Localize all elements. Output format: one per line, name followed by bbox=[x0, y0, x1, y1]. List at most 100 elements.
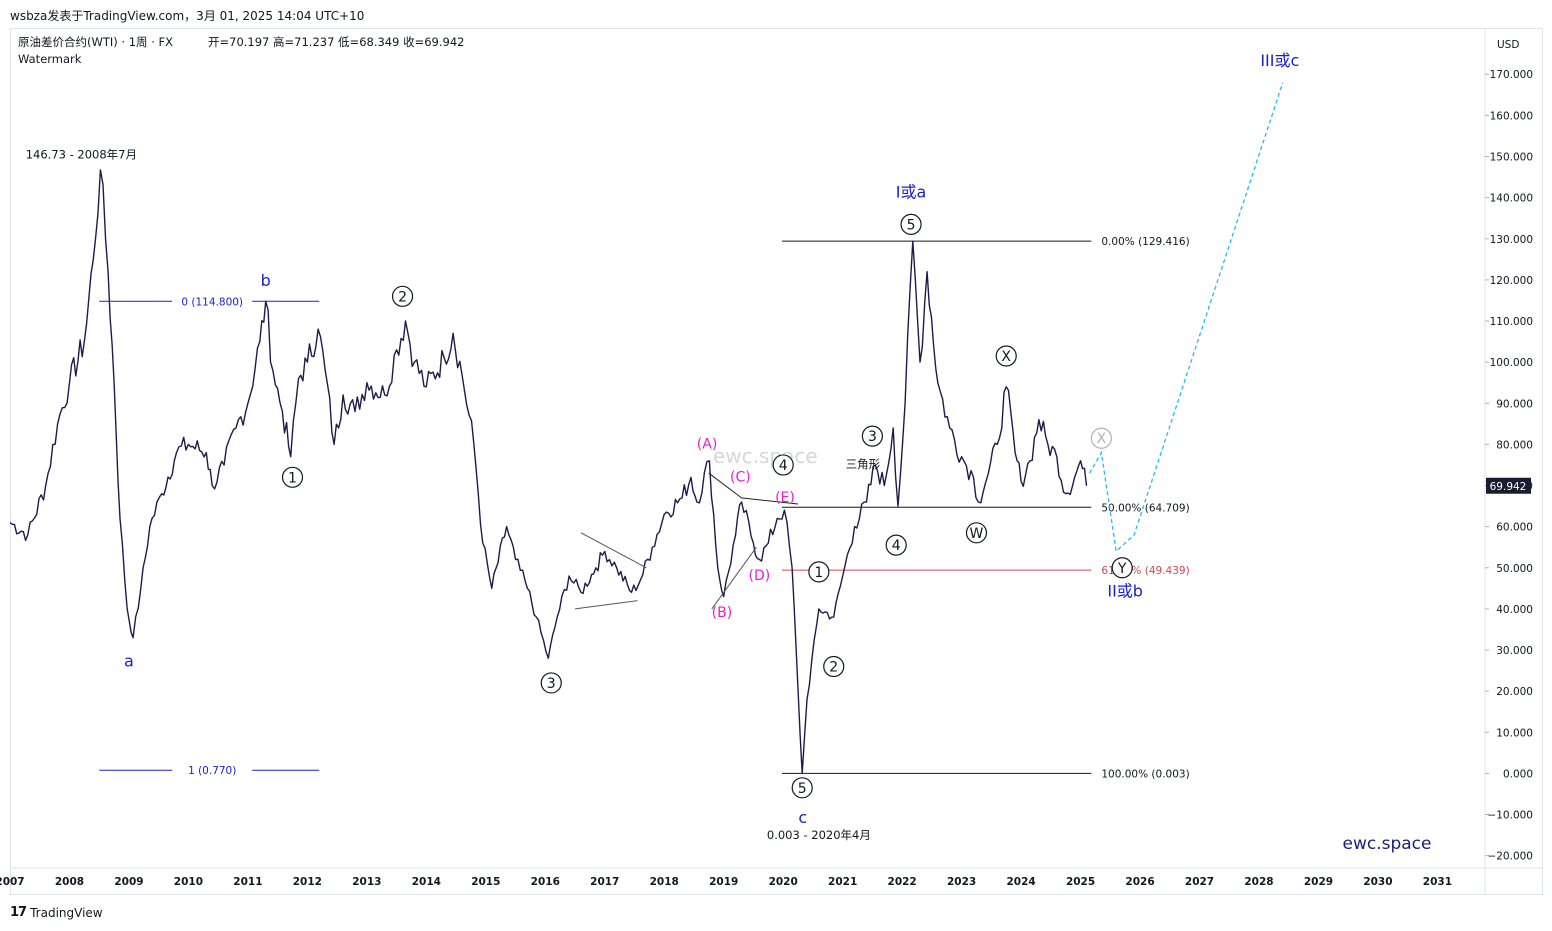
wave-count-2: 2 bbox=[829, 659, 838, 675]
y-tick-label: 150.000 bbox=[1490, 151, 1533, 163]
last-price-badge bbox=[1486, 477, 1531, 494]
wave-count-3: 3 bbox=[868, 429, 877, 445]
x-tick-label: 2011 bbox=[233, 876, 262, 888]
x-tick-label: 2029 bbox=[1304, 876, 1333, 888]
x-tick-label: 2009 bbox=[114, 876, 143, 888]
x-tick-label: 2024 bbox=[1006, 876, 1035, 888]
publisher-text: wsbza发表于TradingView.com，3月 01, 2025 14:0… bbox=[10, 9, 365, 23]
y-tick-label: 80.000 bbox=[1496, 439, 1533, 451]
wave-count-X-circle bbox=[995, 345, 1017, 367]
fib-left-label-bg bbox=[172, 294, 253, 309]
y-tick-label: 90.000 bbox=[1496, 398, 1533, 410]
wave-count-2-circle bbox=[391, 285, 414, 307]
fib-left-label: 0 (114.800) bbox=[181, 296, 243, 308]
x-tick-label: 2017 bbox=[590, 876, 619, 888]
y-tick-label: 60.000 bbox=[1496, 522, 1533, 534]
fib-level-label: 100.00% (0.003) bbox=[1101, 768, 1189, 780]
fib-level-label: 50.00% (64.709) bbox=[1101, 502, 1189, 514]
brand-text: ewc.space bbox=[1343, 834, 1432, 854]
wave-label-a: a bbox=[124, 651, 134, 670]
triangle-lower-line bbox=[574, 600, 638, 610]
publisher-bar: wsbza发表于TradingView.com，3月 01, 2025 14:0… bbox=[0, 0, 1552, 28]
wave-count-3-circle bbox=[861, 425, 883, 447]
x-tick-label: 2014 bbox=[412, 876, 441, 888]
triangle-wave-C: (C) bbox=[730, 469, 751, 485]
wave-count-1-circle bbox=[281, 466, 304, 488]
y-tick-label: 10.000 bbox=[1496, 727, 1533, 739]
wave-count-W-circle bbox=[965, 522, 988, 544]
wave-label-II: II或b bbox=[1107, 582, 1143, 601]
legend-watermark: Watermark bbox=[18, 52, 82, 66]
x-tick-label: 2022 bbox=[888, 876, 917, 888]
x-tick-label: 2023 bbox=[947, 876, 976, 888]
wave-count-3: 3 bbox=[547, 676, 556, 692]
tradingview-footer[interactable]: 17 TradingView bbox=[10, 905, 103, 920]
wave-count-2-circle bbox=[823, 655, 845, 678]
y-tick-label: −10.000 bbox=[1487, 810, 1533, 822]
wave-count-4-circle bbox=[885, 534, 907, 556]
wave-count-4-circle bbox=[772, 454, 794, 476]
fib-left-label: 1 (0.770) bbox=[188, 765, 236, 777]
wave-count-5-circle bbox=[791, 777, 813, 799]
triangle-wave-A: (A) bbox=[697, 437, 718, 453]
wave-count-1-circle bbox=[808, 561, 830, 583]
x-tick-label: 2030 bbox=[1363, 876, 1392, 888]
fib-level-label: 0.00% (129.416) bbox=[1101, 236, 1189, 248]
wave-count-5: 5 bbox=[907, 217, 916, 233]
triangle-upper-line bbox=[580, 532, 647, 569]
legend-symbol: 原油差价合约(WTI) · 1周 · FX bbox=[18, 35, 174, 49]
x-tick-label: 2025 bbox=[1066, 876, 1095, 888]
currency-label: USD bbox=[1497, 39, 1519, 51]
y-tick-label: 160.000 bbox=[1490, 110, 1533, 122]
fib-left-label-bg bbox=[172, 763, 253, 778]
y-tick-label: 110.000 bbox=[1490, 316, 1533, 328]
y-tick-label: 120.000 bbox=[1490, 275, 1533, 287]
wave-count-X-projected-circle bbox=[1090, 427, 1112, 449]
wave-count-1: 1 bbox=[814, 565, 823, 581]
y-tick-label: 50.000 bbox=[1496, 563, 1533, 575]
x-tick-label: 2008 bbox=[55, 876, 84, 888]
annotation-2020-low: 0.003 - 2020年4月 bbox=[767, 828, 871, 842]
triangle-bottom-line bbox=[711, 546, 757, 610]
x-tick-label: 2021 bbox=[828, 876, 857, 888]
x-tick-label: 2015 bbox=[471, 876, 500, 888]
chart-legend: 原油差价合约(WTI) · 1周 · FX 开=70.197 高=71.237 … bbox=[18, 34, 464, 68]
x-tick-label: 2026 bbox=[1125, 876, 1154, 888]
y-tick-label: 20.000 bbox=[1496, 686, 1533, 698]
last-price-label: 69.942 bbox=[1490, 481, 1527, 493]
wave-count-5-circle bbox=[900, 213, 922, 235]
tradingview-brand: TradingView bbox=[30, 905, 103, 920]
x-tick-label: 2020 bbox=[769, 876, 798, 888]
tradingview-logo-icon: 17 bbox=[10, 905, 27, 920]
annotation-2008-high: 146.73 - 2008年7月 bbox=[26, 148, 137, 162]
y-tick-label: 130.000 bbox=[1490, 234, 1533, 246]
wave-label-c: c bbox=[798, 808, 807, 827]
legend-ohlc: 开=70.197 高=71.237 低=68.349 收=69.942 bbox=[208, 35, 465, 49]
wave-label-I: I或a bbox=[896, 183, 927, 202]
wave-count-4: 4 bbox=[892, 538, 901, 554]
price-series-line bbox=[9, 169, 1088, 775]
y-tick-label: 30.000 bbox=[1496, 645, 1533, 657]
wave-label-b: b bbox=[261, 271, 271, 290]
triangle-wave-E: (E) bbox=[775, 490, 795, 506]
y-tick-label: 0.000 bbox=[1503, 768, 1533, 780]
wave-count-1: 1 bbox=[288, 470, 297, 486]
annotation-triangle: 三角形 bbox=[846, 457, 881, 471]
x-tick-label: 2013 bbox=[352, 876, 381, 888]
projection-path bbox=[1088, 82, 1284, 553]
x-tick-label: 2027 bbox=[1185, 876, 1214, 888]
x-tick-label: 2012 bbox=[293, 876, 322, 888]
wave-label-III: III或c bbox=[1260, 51, 1299, 70]
y-tick-label: 100.000 bbox=[1490, 357, 1533, 369]
wave-count-2: 2 bbox=[398, 289, 407, 305]
wave-count-3-circle bbox=[540, 672, 562, 694]
wave-count-X-projected: X bbox=[1097, 431, 1107, 447]
x-tick-label: 2031 bbox=[1423, 876, 1452, 888]
x-tick-label: 2018 bbox=[650, 876, 679, 888]
triangle-wave-D: (D) bbox=[749, 568, 771, 584]
triangle-top-line bbox=[741, 497, 799, 505]
y-tick-label: 40.000 bbox=[1496, 604, 1533, 616]
chart-frame bbox=[10, 28, 1543, 895]
wave-count-4: 4 bbox=[779, 458, 788, 474]
